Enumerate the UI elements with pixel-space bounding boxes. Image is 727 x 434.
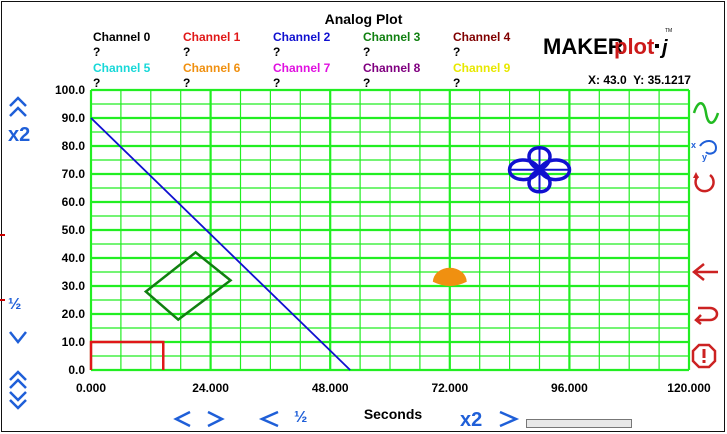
legend-channel-value: ? [273, 76, 281, 90]
legend-channel-1: Channel 1? [183, 30, 240, 60]
legend-channel-3: Channel 3? [363, 30, 420, 60]
horizontal-scrollbar[interactable] [526, 419, 632, 428]
cursor-coordinates: X: 43.0 Y: 35.1217 [588, 73, 691, 87]
left-edge-marker-2 [0, 299, 5, 301]
x-tick-label: 0.000 [76, 381, 106, 395]
legend-channel-8: Channel 8? [363, 61, 420, 91]
zoom-y-x2-button[interactable]: x2 [8, 124, 31, 146]
makerplot-logo: MAKER plot j TM [543, 28, 672, 59]
legend-channel-5: Channel 5? [93, 61, 150, 91]
refresh-icon[interactable] [692, 170, 718, 194]
y-tick-label: 80.0 [62, 139, 86, 153]
zoom-y-half-button[interactable]: ½ [8, 296, 22, 313]
legend-channel-label: Channel 9 [453, 61, 511, 75]
x-tick-label: 24.000 [192, 381, 229, 395]
y-tick-label: 100.0 [55, 83, 85, 97]
stop-icon[interactable] [691, 343, 717, 369]
green-diamond-shape [143, 250, 233, 322]
back-arrow-icon[interactable] [690, 262, 720, 282]
legend-channel-label: Channel 7 [273, 61, 331, 75]
legend-channel-label: Channel 1 [183, 30, 241, 44]
x-tick-label: 72.000 [431, 381, 468, 395]
legend-channel-value: ? [453, 45, 461, 59]
x-axis-label: Seconds [364, 406, 423, 422]
legend-channel-label: Channel 6 [183, 61, 241, 75]
legend-channel-value: ? [183, 45, 191, 59]
y-tick-label: 60.0 [62, 195, 86, 209]
legend-channel-value: ? [273, 45, 281, 59]
legend-channel-9: Channel 9? [453, 61, 510, 91]
blue-clover-shape [507, 146, 572, 194]
logo-text-j: j [659, 37, 668, 59]
zoom-x-x2-chevron-icon[interactable] [496, 410, 520, 428]
cursor-x: X: 43.0 [588, 73, 627, 87]
legend-channel-label: Channel 4 [453, 30, 511, 44]
legend-channel-label: Channel 5 [93, 61, 151, 75]
scroll-up-chevrons-icon[interactable] [8, 96, 28, 118]
plot-title: Analog Plot [324, 11, 403, 27]
left-edge-marker [0, 234, 5, 236]
legend-channel-0: Channel 0? [93, 30, 150, 60]
cursor-y: Y: 35.1217 [633, 73, 691, 87]
legend-channel-4: Channel 4? [453, 30, 510, 60]
legend-channel-value: ? [93, 45, 101, 59]
legend-channel-label: Channel 8 [363, 61, 421, 75]
legend-channel-6: Channel 6? [183, 61, 240, 91]
orange-half-disc-shape [432, 267, 467, 286]
scroll-x-leftright-icon[interactable] [172, 410, 226, 428]
legend-channel-value: ? [183, 76, 191, 90]
y-tick-label: 70.0 [62, 167, 86, 181]
legend-channel-value: ? [453, 76, 461, 90]
y-tick-label: 20.0 [62, 307, 86, 321]
y-tick-label: 10.0 [62, 335, 86, 349]
x-tick-label: 48.000 [312, 381, 349, 395]
logo-text-plot: plot [614, 34, 655, 59]
scroll-y-updown-icon[interactable] [8, 370, 28, 410]
series-line-0 [90, 117, 351, 371]
legend-channel-7: Channel 7? [273, 61, 330, 91]
y-tick-label: 40.0 [62, 251, 86, 265]
y-tick-label: 90.0 [62, 111, 86, 125]
legend-channel-value: ? [363, 76, 371, 90]
y-tick-label: 30.0 [62, 279, 86, 293]
sine-wave-icon[interactable] [692, 102, 720, 124]
undo-return-icon[interactable] [692, 302, 719, 325]
logo-tm: TM [665, 28, 672, 34]
zoom-x-x2-button[interactable]: x2 [460, 409, 483, 431]
legend-channel-value: ? [363, 45, 371, 59]
legend-channel-label: Channel 2 [273, 30, 331, 44]
svg-text:x: x [691, 140, 696, 150]
y-tick-label: 0.0 [68, 363, 85, 377]
zoom-y-half-chevron-icon[interactable] [8, 328, 28, 346]
logo-text-maker: MAKER [543, 34, 624, 59]
xy-swap-icon[interactable]: x y [690, 138, 720, 162]
legend-channel-label: Channel 3 [363, 30, 421, 44]
zoom-x-half-button[interactable]: ½ [294, 409, 308, 426]
y-tick-label: 50.0 [62, 223, 86, 237]
zoom-x-half-chevron-icon[interactable] [258, 410, 282, 428]
legend-channel-value: ? [93, 76, 101, 90]
red-rect-shape [89, 340, 165, 370]
legend-channel-2: Channel 2? [273, 30, 330, 60]
legend-channel-label: Channel 0 [93, 30, 151, 44]
x-tick-label: 96.000 [551, 381, 588, 395]
svg-text:y: y [702, 152, 707, 162]
x-tick-label: 120.000 [667, 381, 711, 395]
